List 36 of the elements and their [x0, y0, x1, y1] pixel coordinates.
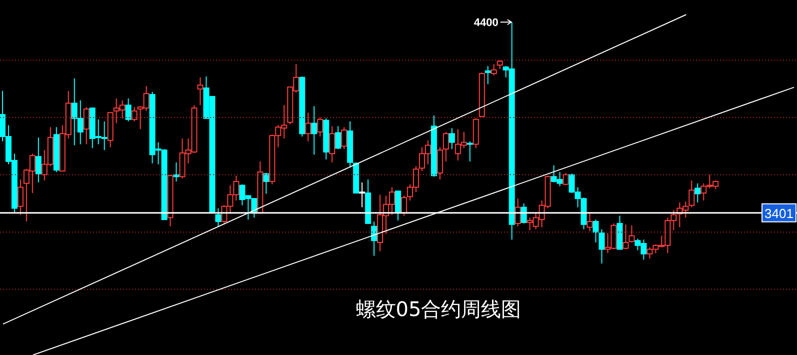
candlestick [520, 202, 527, 224]
candlestick [586, 212, 593, 232]
candlestick [688, 180, 695, 208]
candlestick [400, 195, 407, 216]
candlestick [215, 208, 222, 227]
candlestick [395, 190, 402, 222]
candlestick [490, 64, 497, 76]
candlestick [442, 131, 449, 162]
candlestick [131, 106, 138, 122]
candlestick [83, 106, 90, 145]
annotation: 4400 [474, 17, 498, 30]
candlestick [17, 179, 24, 216]
candlestick [197, 76, 204, 106]
candlestick [359, 182, 366, 208]
candlestick [329, 126, 336, 163]
candlestick [514, 198, 521, 227]
candlestick [305, 112, 312, 142]
candlestick [622, 224, 629, 250]
candlestick [436, 146, 443, 180]
candlestick [371, 221, 378, 256]
candlestick [628, 224, 635, 244]
candlestick [317, 116, 324, 138]
candlestick [694, 182, 701, 203]
candlestick [125, 98, 132, 122]
annotation: 3401 [764, 206, 794, 221]
candlestick [173, 162, 180, 182]
candlestick [448, 128, 455, 150]
text: 螺纹05合约周线图 [354, 296, 522, 323]
candlestick [311, 106, 318, 156]
candlestick [562, 172, 569, 186]
candlestick [35, 137, 42, 183]
candlestick [484, 66, 491, 85]
candlestick [335, 126, 342, 150]
candlestick [466, 140, 473, 162]
candlestick [263, 172, 270, 194]
candlestick [341, 126, 348, 150]
